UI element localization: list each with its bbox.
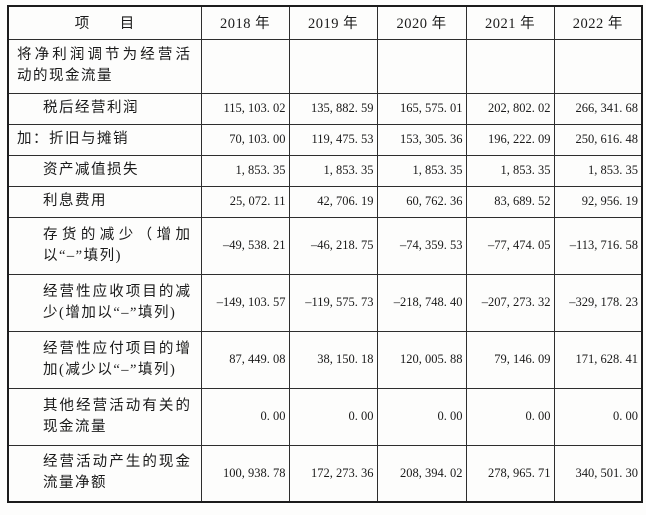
column-header-year-2022: 2022 年 — [553, 5, 643, 40]
cell-value: 171, 628. 41 — [553, 330, 643, 389]
cell-value: 25, 072. 11 — [200, 185, 290, 218]
table-row-section-adjust-net-profit: 将净利润调节为经营活动的现金流量 — [7, 38, 643, 94]
cell-value: –113, 716. 58 — [553, 216, 643, 275]
cell-value: –149, 103. 57 — [200, 273, 290, 332]
financial-table: 项 目 2018 年 2019 年 2020 年 2021 年 2022 年 将… — [7, 5, 643, 503]
row-label: 加：折旧与摊销 — [7, 123, 202, 156]
row-label: 经营性应收项目的减少(增加以“–”填列) — [7, 273, 202, 332]
cell-value: –329, 178. 23 — [553, 273, 643, 332]
header-row: 项 目 2018 年 2019 年 2020 年 2021 年 2022 年 — [7, 5, 643, 40]
cell-value: 278, 965. 71 — [465, 444, 555, 503]
cell-value: 87, 449. 08 — [200, 330, 290, 389]
cell-value: 135, 882. 59 — [288, 92, 378, 125]
cell-value: 70, 103. 00 — [200, 123, 290, 156]
column-header-year-2021: 2021 年 — [465, 5, 555, 40]
cell-value: 115, 103. 02 — [200, 92, 290, 125]
cell-value: 120, 005. 88 — [376, 330, 467, 389]
table-row-interest-expense: 利息费用 25, 072. 11 42, 706. 19 60, 762. 36… — [7, 185, 643, 218]
row-label: 经营性应付项目的增加(减少以“–”填列) — [7, 330, 202, 389]
cell-value: 0. 00 — [553, 387, 643, 446]
row-label: 将净利润调节为经营活动的现金流量 — [7, 38, 202, 94]
row-label: 存货的减少（增加以“–”填列) — [7, 216, 202, 275]
table-row-operating-receivables-decrease: 经营性应收项目的减少(增加以“–”填列) –149, 103. 57 –119,… — [7, 273, 643, 332]
cell-value: –46, 218. 75 — [288, 216, 378, 275]
cell-value: 266, 341. 68 — [553, 92, 643, 125]
cell-value: 119, 475. 53 — [288, 123, 378, 156]
table-row-inventory-decrease: 存货的减少（增加以“–”填列) –49, 538. 21 –46, 218. 7… — [7, 216, 643, 275]
row-label: 利息费用 — [7, 185, 202, 218]
column-header-year-2019: 2019 年 — [288, 5, 378, 40]
cell-value: –49, 538. 21 — [200, 216, 290, 275]
cell-value: 250, 616. 48 — [553, 123, 643, 156]
cell-value: 42, 706. 19 — [288, 185, 378, 218]
cell-value: 340, 501. 30 — [553, 444, 643, 503]
cell-value: –77, 474. 05 — [465, 216, 555, 275]
column-header-year-2018: 2018 年 — [200, 5, 290, 40]
table-row-depreciation-amortization: 加：折旧与摊销 70, 103. 00 119, 475. 53 153, 30… — [7, 123, 643, 156]
table-row-asset-impairment-loss: 资产减值损失 1, 853. 35 1, 853. 35 1, 853. 35 … — [7, 154, 643, 187]
cell-value — [288, 38, 378, 94]
cell-value: 1, 853. 35 — [465, 154, 555, 187]
table-row-after-tax-operating-profit: 税后经营利润 115, 103. 02 135, 882. 59 165, 57… — [7, 92, 643, 125]
cell-value: 0. 00 — [288, 387, 378, 446]
cell-value: 38, 150. 18 — [288, 330, 378, 389]
cell-value: 100, 938. 78 — [200, 444, 290, 503]
cell-value: 92, 956. 19 — [553, 185, 643, 218]
cell-value: 1, 853. 35 — [288, 154, 378, 187]
cell-value: 0. 00 — [200, 387, 290, 446]
row-label: 税后经营利润 — [7, 92, 202, 125]
cell-value: –119, 575. 73 — [288, 273, 378, 332]
cell-value: 60, 762. 36 — [376, 185, 467, 218]
column-header-item: 项 目 — [7, 5, 202, 40]
cell-value: 1, 853. 35 — [200, 154, 290, 187]
cell-value: 1, 853. 35 — [553, 154, 643, 187]
cell-value — [376, 38, 467, 94]
cell-value: –207, 273. 32 — [465, 273, 555, 332]
cell-value: 165, 575. 01 — [376, 92, 467, 125]
row-label: 其他经营活动有关的现金流量 — [7, 387, 202, 446]
row-label: 经营活动产生的现金流量净额 — [7, 444, 202, 503]
cell-value: 0. 00 — [465, 387, 555, 446]
cell-value: 196, 222. 09 — [465, 123, 555, 156]
row-label: 资产减值损失 — [7, 154, 202, 187]
cell-value: 208, 394. 02 — [376, 444, 467, 503]
cell-value — [553, 38, 643, 94]
cell-value: –74, 359. 53 — [376, 216, 467, 275]
cell-value: 79, 146. 09 — [465, 330, 555, 389]
cell-value: 0. 00 — [376, 387, 467, 446]
cell-value: 83, 689. 52 — [465, 185, 555, 218]
table-row-net-operating-cash-flow: 经营活动产生的现金流量净额 100, 938. 78 172, 273. 36 … — [7, 444, 643, 503]
cell-value — [465, 38, 555, 94]
cell-value: 172, 273. 36 — [288, 444, 378, 503]
table-row-other-operating-cash-flow: 其他经营活动有关的现金流量 0. 00 0. 00 0. 00 0. 00 0.… — [7, 387, 643, 446]
cell-value: 153, 305. 36 — [376, 123, 467, 156]
column-header-year-2020: 2020 年 — [376, 5, 467, 40]
cell-value — [200, 38, 290, 94]
table-row-operating-payables-increase: 经营性应付项目的增加(减少以“–”填列) 87, 449. 08 38, 150… — [7, 330, 643, 389]
cell-value: –218, 748. 40 — [376, 273, 467, 332]
cell-value: 202, 802. 02 — [465, 92, 555, 125]
cell-value: 1, 853. 35 — [376, 154, 467, 187]
